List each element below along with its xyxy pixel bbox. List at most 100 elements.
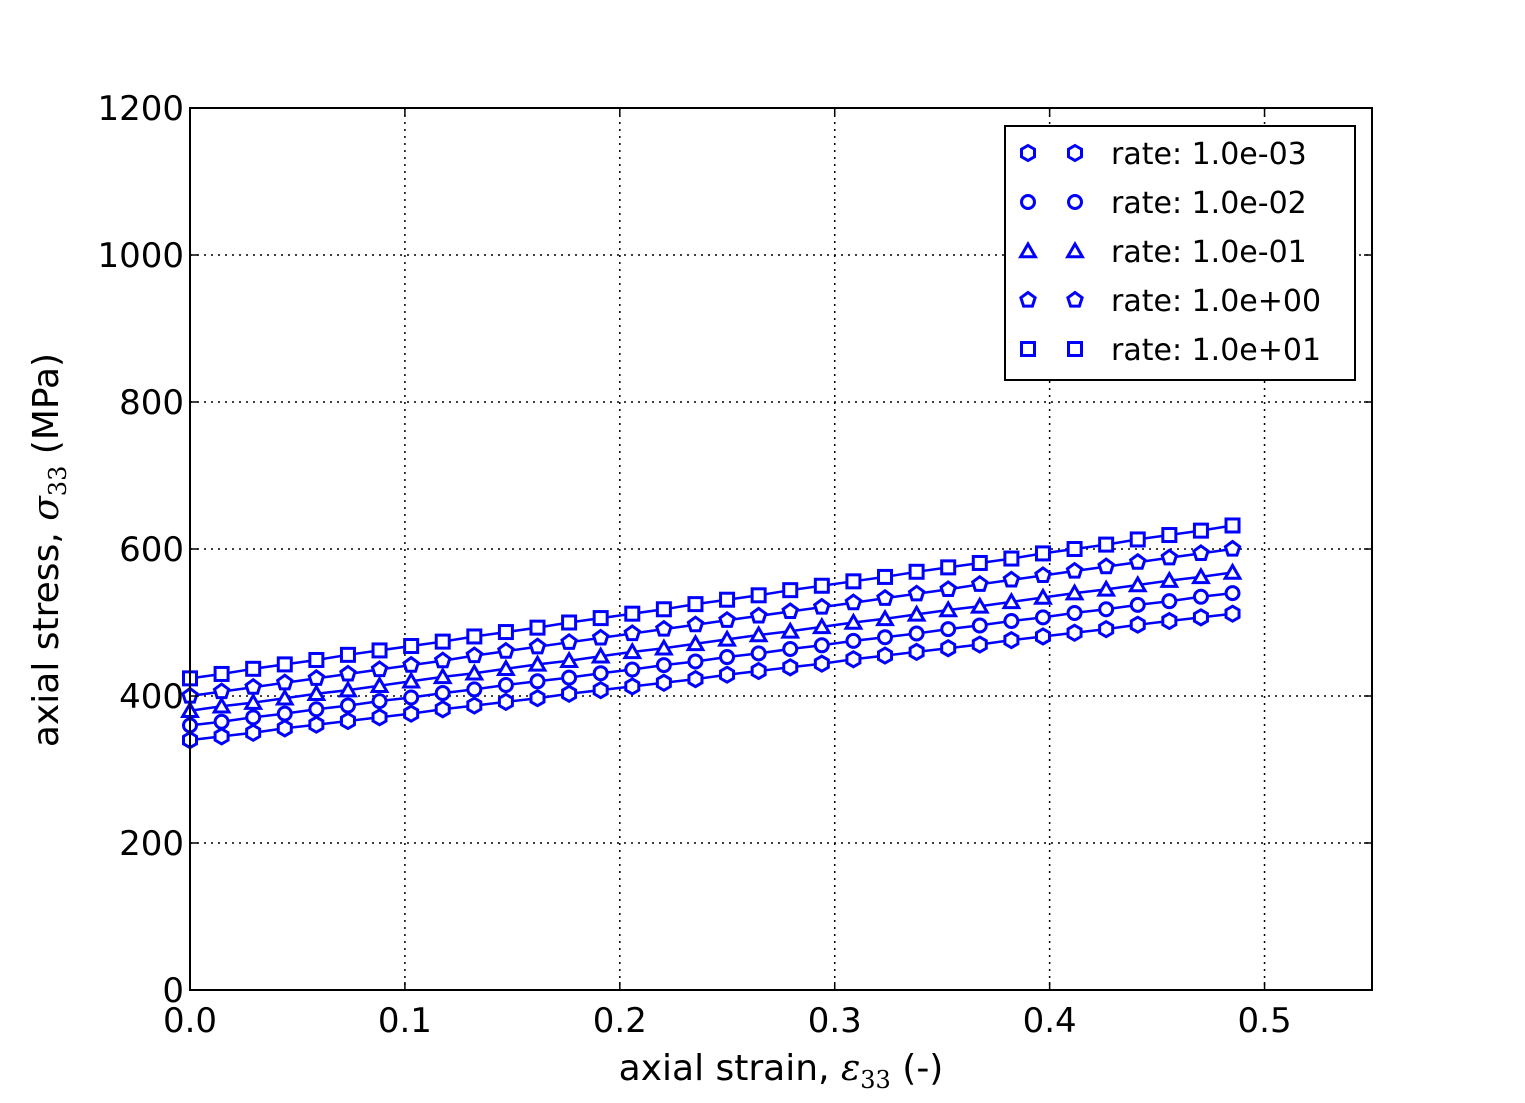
legend-entry: rate: 1.0e-01 [1018,235,1307,270]
hexagon-marker [497,692,514,712]
circle-marker [434,685,451,702]
square-marker [403,638,420,655]
square-marker [971,554,988,571]
circle-marker [276,705,293,722]
circle-marker [908,625,925,642]
triangle-marker [1096,579,1117,597]
square-marker [213,665,230,682]
triangle-marker [243,692,264,710]
square-marker [466,628,483,645]
square-marker [813,577,830,594]
hexagon-marker [687,669,704,689]
circle-marker [1067,194,1083,210]
hexagon-marker [782,658,799,677]
square-marker [371,642,388,659]
square-marker [339,646,356,663]
series-line [189,612,1233,742]
triangle-marker [590,646,611,664]
circle-marker [213,713,230,730]
triangle-marker [401,671,422,689]
pentagon-marker [212,682,231,700]
pentagon-marker [1066,290,1084,308]
circle-marker [561,669,578,686]
pentagon-marker [939,580,958,597]
circle-marker [687,653,704,670]
square-marker [655,601,672,618]
x-tick-label: 0.3 [808,1001,862,1041]
x-tick-label: 0.5 [1238,1001,1292,1041]
square-marker [245,660,262,677]
circle-marker [592,665,609,682]
hexagon-marker [1224,604,1241,623]
y-tick-label: 0 [162,971,184,1011]
hexagon-marker [1020,143,1036,163]
circle-marker [624,661,641,678]
hexagon-marker [213,727,230,746]
series-line [189,547,1233,698]
legend-label: rate: 1.0e-01 [1111,235,1307,270]
circle-marker [1034,609,1051,626]
pentagon-marker [528,637,547,655]
square-marker [845,573,862,590]
legend-entry: rate: 1.0e-03 [1020,137,1307,172]
y-tick-label: 600 [119,530,184,570]
triangle-marker [559,650,580,668]
pentagon-marker [497,641,515,659]
legend-label: rate: 1.0e+01 [1111,333,1321,368]
triangle-marker [685,633,706,652]
pentagon-marker [907,584,926,602]
legend-label: rate: 1.0e-03 [1111,137,1307,172]
triangle-marker [906,604,927,622]
series-triangle [180,562,1243,718]
triangle-marker [843,612,864,630]
square-marker [1161,527,1178,544]
square-marker [1067,341,1083,357]
hexagon-marker [1066,623,1083,643]
pentagon-marker [1065,561,1084,579]
y-tick-label: 200 [119,824,184,864]
square-marker [940,559,957,576]
triangle-marker [1064,583,1085,601]
x-axis-label: axial strain, ε33 (-) [619,1048,944,1094]
triangle-marker [969,596,990,614]
circle-marker [813,637,830,654]
circle-marker [466,681,483,698]
pentagon-marker [339,664,357,682]
hexagon-marker [371,708,388,727]
hexagon-marker [529,688,546,708]
pentagon-marker [718,610,736,628]
pentagon-marker [623,624,642,642]
hexagon-marker [339,711,356,731]
pentagon-marker [1160,548,1179,566]
triangle-marker [1127,575,1148,593]
circle-marker [1224,585,1241,602]
square-marker [1034,545,1051,562]
y-tick-label: 1200 [97,89,184,129]
y-tick-label: 1000 [97,236,184,276]
pentagon-marker [591,628,610,646]
triangle-marker [938,600,959,618]
legend-entry: rate: 1.0e+01 [1020,333,1321,368]
pentagon-marker [970,574,989,592]
triangle-marker [306,683,327,702]
triangle-marker [811,616,832,635]
triangle-marker [464,663,485,681]
series-line [189,524,1233,680]
series-group [180,517,1243,750]
circle-marker [245,709,262,726]
legend-label: rate: 1.0e-02 [1111,186,1307,221]
circle-marker [719,649,736,666]
hexagon-marker [1003,630,1020,650]
pentagon-marker [654,619,673,637]
hexagon-marker [624,677,641,696]
triangle-marker [1222,562,1243,580]
pentagon-marker [1192,544,1210,561]
square-marker [908,563,925,580]
circle-marker [1066,604,1083,621]
triangle-marker [717,629,738,647]
square-marker [1020,341,1036,357]
hexagon-marker [276,719,293,738]
circle-marker [371,693,388,710]
hexagon-marker [1034,627,1051,646]
